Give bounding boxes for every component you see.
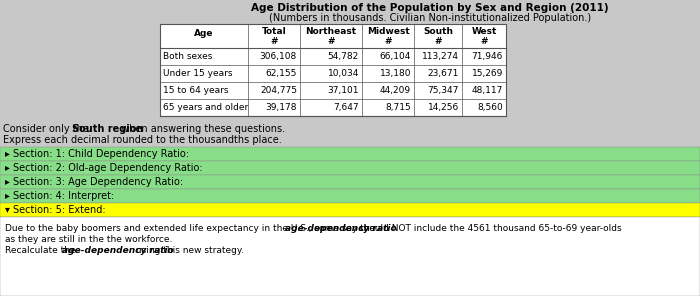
Text: 75,347: 75,347	[428, 86, 459, 95]
Text: 39,178: 39,178	[265, 103, 297, 112]
Text: South: South	[423, 27, 453, 36]
Text: (Numbers in thousands. Civilian Non-institutionalized Population.): (Numbers in thousands. Civilian Non-inst…	[269, 13, 591, 23]
Text: ▾ Section: 5: Extend:: ▾ Section: 5: Extend:	[5, 205, 106, 215]
Text: ▸ Section: 3: Age Dependency Ratio:: ▸ Section: 3: Age Dependency Ratio:	[5, 177, 183, 187]
Text: 113,274: 113,274	[422, 52, 459, 61]
Bar	[0, 161, 700, 175]
Text: ▸ Section: 4: Interpret:: ▸ Section: 4: Interpret:	[5, 191, 114, 201]
Text: 7,647: 7,647	[333, 103, 359, 112]
Text: Recalculate the: Recalculate the	[5, 246, 78, 255]
Text: 62,155: 62,155	[265, 69, 297, 78]
Text: #: #	[434, 37, 442, 46]
Text: #: #	[384, 37, 392, 46]
Text: 44,209: 44,209	[380, 86, 411, 95]
Text: #: #	[328, 37, 335, 46]
Text: Due to the baby boomers and extended life expectancy in the U.S., some say the: Due to the baby boomers and extended lif…	[5, 224, 378, 233]
Text: 15 to 64 years: 15 to 64 years	[163, 86, 228, 95]
Text: Under 15 years: Under 15 years	[163, 69, 232, 78]
Text: age-dependency ratio: age-dependency ratio	[62, 246, 174, 255]
Text: ▸ Section: 2: Old-age Dependency Ratio:: ▸ Section: 2: Old-age Dependency Ratio:	[5, 163, 202, 173]
Text: 66,104: 66,104	[379, 52, 411, 61]
Text: Midwest: Midwest	[367, 27, 410, 36]
Text: Total: Total	[262, 27, 286, 36]
Text: 13,180: 13,180	[379, 69, 411, 78]
Text: #: #	[480, 37, 488, 46]
Text: 65 years and older: 65 years and older	[163, 103, 248, 112]
Text: West: West	[471, 27, 497, 36]
Text: 71,946: 71,946	[472, 52, 503, 61]
Text: South region: South region	[72, 124, 144, 134]
Text: 306,108: 306,108	[260, 52, 297, 61]
Text: age-dependency ratio: age-dependency ratio	[286, 224, 397, 233]
Text: 8,560: 8,560	[477, 103, 503, 112]
Text: 204,775: 204,775	[260, 86, 297, 95]
Text: 10,034: 10,034	[328, 69, 359, 78]
Text: Express each decimal rounded to the thousandths place.: Express each decimal rounded to the thou…	[3, 135, 281, 145]
Text: Consider only the: Consider only the	[3, 124, 92, 134]
Text: 15,269: 15,269	[472, 69, 503, 78]
Text: as they are still in the the workforce.: as they are still in the the workforce.	[5, 235, 172, 244]
Text: Both sexes: Both sexes	[163, 52, 212, 61]
Text: 8,715: 8,715	[385, 103, 411, 112]
Text: 54,782: 54,782	[328, 52, 359, 61]
Text: Age: Age	[195, 28, 214, 38]
Bar	[0, 203, 700, 217]
Bar	[160, 24, 506, 116]
Text: 23,671: 23,671	[428, 69, 459, 78]
Text: Northeast: Northeast	[305, 27, 356, 36]
Bar	[0, 147, 700, 161]
Bar	[0, 217, 700, 296]
Text: ▸ Section: 1: Child Dependency Ratio:: ▸ Section: 1: Child Dependency Ratio:	[5, 149, 189, 159]
Text: 37,101: 37,101	[328, 86, 359, 95]
Text: 48,117: 48,117	[472, 86, 503, 95]
Text: should NOT include the 4561 thousand 65-to-69 year-olds: should NOT include the 4561 thousand 65-…	[356, 224, 622, 233]
Bar	[0, 189, 700, 203]
Text: 14,256: 14,256	[428, 103, 459, 112]
Text: using this new strategy.: using this new strategy.	[133, 246, 244, 255]
Text: Age Distribution of the Population by Sex and Region (2011): Age Distribution of the Population by Se…	[251, 3, 609, 13]
Bar	[0, 175, 700, 189]
Text: #: #	[270, 37, 278, 46]
Text: when answering these questions.: when answering these questions.	[118, 124, 286, 134]
